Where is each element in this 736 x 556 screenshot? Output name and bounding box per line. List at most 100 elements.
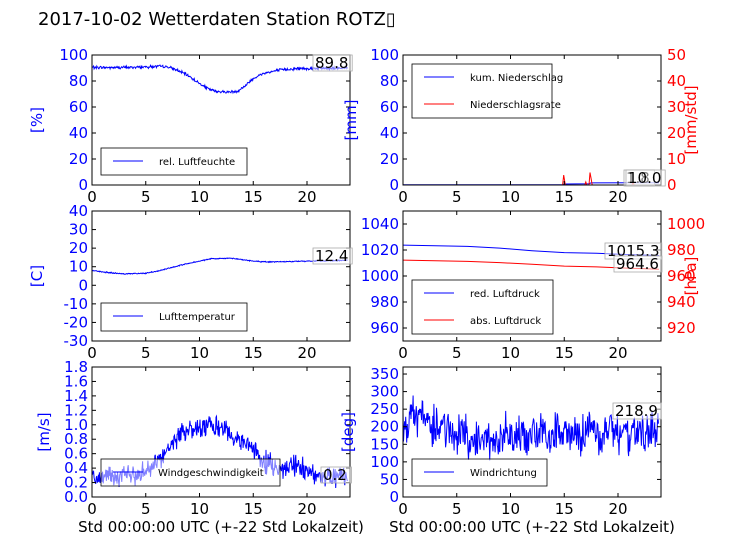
- y-tick-label: 10: [69, 258, 88, 276]
- legend-label: abs. Luftdruck: [470, 316, 541, 327]
- legend-box: [411, 63, 553, 119]
- y2-tick-label: 10: [667, 150, 686, 168]
- y-tick-label: 30: [69, 221, 88, 239]
- x-tick-label: 20: [608, 500, 627, 518]
- y-tick-label: 40: [69, 124, 88, 142]
- chart-precipitation: 0 5 10 15 20 0 20 40 60 80 100 0 10 20 30 40 50 [mm] [mm/s…: [342, 46, 700, 206]
- x-tick-label: 5: [452, 500, 462, 518]
- x-tick-label: 10: [501, 344, 520, 362]
- value-label: 0.2: [323, 466, 347, 484]
- x-tick-label: 10: [190, 500, 209, 518]
- x-tick-label: 20: [608, 188, 627, 206]
- figure-title: 2017-10-02 Wetterdaten Station ROTZ▯: [38, 9, 396, 30]
- y-tick-label: 0.8: [64, 430, 88, 448]
- current-value-temperature: 12.4: [312, 247, 353, 265]
- y-tick-label: 80: [69, 72, 88, 90]
- x-tick-label: 20: [608, 344, 627, 362]
- y-tick-label: 100: [370, 453, 399, 471]
- x-axis-label: Std 00:00:00 UTC (+-22 Std Lokalzeit): [389, 518, 675, 536]
- y-tick-label: 1.0: [64, 416, 88, 434]
- y-axis-label: [deg]: [339, 412, 357, 452]
- y-tick-label: -10: [64, 295, 89, 313]
- value-box: [312, 54, 353, 72]
- y-tick-label: 100: [370, 46, 399, 64]
- legend-humidity: rel. Luftfeuchte: [100, 147, 248, 176]
- current-value-pressure: 964.6: [613, 255, 663, 273]
- x-tick-label: 20: [297, 188, 316, 206]
- legend-pressure: red. Luftdruck abs. Luftdruck: [411, 279, 554, 335]
- x-tick-label: 5: [452, 188, 462, 206]
- chart-temperature: 0 5 10 15 20-30-20-10010203040[C]Lufttempera…: [28, 202, 353, 362]
- value-label: 964.6: [616, 255, 659, 273]
- legend-label: Niederschlagsrate: [470, 100, 561, 111]
- x-tick-label: 5: [141, 344, 151, 362]
- chart-windspeed: 0 5 10 15 200.00.20.40.60.81.01.21.41.61.8[m…: [35, 358, 364, 536]
- y-tick-label: 0.6: [64, 445, 88, 463]
- legend-label: kum. Niederschlag: [470, 73, 563, 84]
- y-tick-label: 0: [78, 176, 88, 194]
- y-tick-label: 1.4: [64, 387, 88, 405]
- y-axis-label: [m/s]: [35, 412, 53, 451]
- x-tick-label: 5: [452, 344, 462, 362]
- y-axis-label: [%]: [28, 107, 46, 133]
- current-value-windspeed: 0.2: [320, 466, 352, 484]
- y2-tick-label: 30: [667, 98, 686, 116]
- x-tick-label: 15: [244, 344, 263, 362]
- y-tick-label: 1.8: [64, 358, 88, 376]
- legend-box: [411, 279, 554, 335]
- x-tick-label: 15: [244, 500, 263, 518]
- y2-tick-label: 20: [667, 124, 686, 142]
- x-tick-label: 0: [87, 188, 97, 206]
- value-box: [612, 402, 662, 420]
- value-label: 218.9: [615, 402, 658, 420]
- x-tick-label: 15: [555, 188, 574, 206]
- x-tick-label: 10: [501, 188, 520, 206]
- y-tick-label: 350: [370, 365, 399, 383]
- y-tick-label: 100: [59, 46, 88, 64]
- y2-tick-label: 980: [667, 241, 696, 259]
- value-label: 1015.3: [607, 242, 660, 260]
- x-tick-label: 5: [141, 188, 151, 206]
- x-tick-label: 5: [141, 500, 151, 518]
- legend-box: [100, 302, 248, 332]
- x-tick-label: 0: [398, 188, 408, 206]
- y-tick-label: 1000: [361, 267, 399, 285]
- y2-tick-label: 1000: [667, 215, 705, 233]
- y-tick-label: 980: [370, 293, 399, 311]
- value-label: 10.0: [628, 169, 661, 187]
- y-tick-label: 50: [380, 470, 399, 488]
- x-tick-label: 10: [501, 500, 520, 518]
- y-tick-label: 1.2: [64, 401, 88, 419]
- legend-label: red. Luftdruck: [470, 289, 540, 300]
- y-tick-label: 1.6: [64, 372, 88, 390]
- x-tick-label: 20: [297, 500, 316, 518]
- value-box: [320, 466, 352, 484]
- x-tick-label: 15: [244, 188, 263, 206]
- axes-frame-temperature: [91, 210, 351, 342]
- y-tick-label: 0: [389, 488, 399, 506]
- y2-axis-label: [hPa]: [682, 257, 700, 296]
- y2-axis-label: [mm/std]: [682, 85, 700, 154]
- series-line-temperature-0: [92, 257, 348, 275]
- y-tick-label: 150: [370, 435, 399, 453]
- y2-tick-label: 940: [667, 293, 696, 311]
- x-tick-label: 10: [190, 344, 209, 362]
- value-label: 12.4: [315, 247, 348, 265]
- y-tick-label: 0: [78, 276, 88, 294]
- y-tick-label: 960: [370, 319, 399, 337]
- series-line-humidity-0: [92, 63, 348, 95]
- y-tick-label: 20: [69, 239, 88, 257]
- y-tick-label: 300: [370, 383, 399, 401]
- y-axis-label: [C]: [28, 265, 46, 287]
- legend-windspeed: Windgeschwindigkeit: [100, 458, 281, 487]
- legend-precipitation: kum. Niederschlag Niederschlagsrate: [411, 63, 563, 119]
- y2-tick-label: 960: [667, 267, 696, 285]
- y2-tick-label: 0: [667, 176, 677, 194]
- legend-label: Windgeschwindigkeit: [158, 468, 264, 479]
- y2-tick-label: 40: [667, 72, 686, 90]
- chart-humidity: 0 5 10 15 20 0 20 40 60 80 100 [%] rel. Luftfeuchte 8…: [28, 46, 353, 206]
- y-tick-label: 0.0: [64, 488, 88, 506]
- legend-label: Lufttemperatur: [159, 312, 236, 323]
